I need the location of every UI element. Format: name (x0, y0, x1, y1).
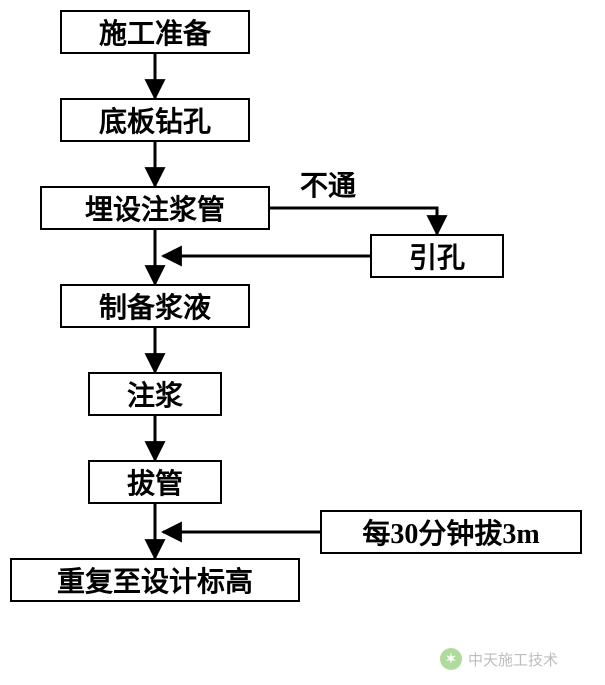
watermark-text: 中天施工技术 (468, 649, 558, 670)
flowchart-node-n5: 注浆 (88, 372, 222, 416)
wechat-icon: ✶ (440, 648, 462, 670)
flowchart-node-n2: 底板钻孔 (60, 98, 250, 142)
flowchart-node-n3: 埋设注浆管 (40, 186, 270, 230)
edge-n3-n8 (270, 208, 437, 234)
flowchart-node-n4: 制备浆液 (60, 284, 250, 328)
flowchart-node-n9: 每30分钟拔3m (320, 510, 582, 554)
watermark: ✶ 中天施工技术 (440, 648, 558, 670)
flowchart-node-n7: 重复至设计标高 (10, 558, 300, 602)
edge-label-n3-n8: 不通 (300, 164, 356, 204)
flowchart-node-n1: 施工准备 (60, 10, 250, 54)
flowchart-node-n8: 引孔 (370, 234, 504, 278)
flowchart-node-n6: 拔管 (88, 460, 222, 504)
